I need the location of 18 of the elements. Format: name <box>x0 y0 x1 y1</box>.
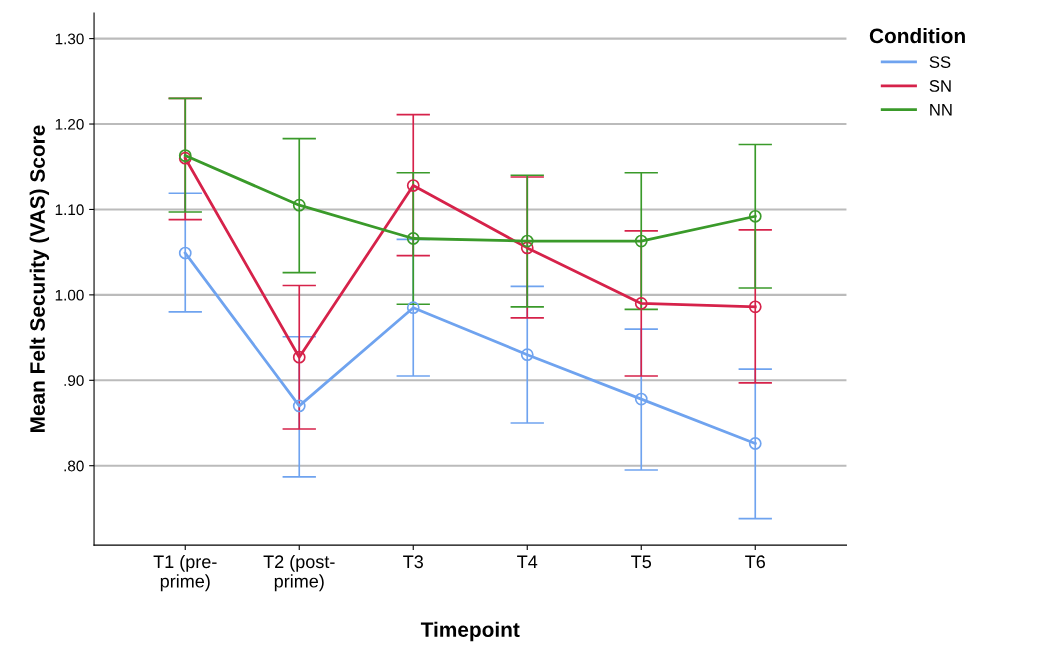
x-tick-label: T5 <box>631 555 652 569</box>
x-axis-title: Timepoint <box>420 621 520 642</box>
x-tick-label: T2 (post-prime) <box>263 554 335 592</box>
y-tick-label: .80 <box>64 460 84 472</box>
legend-label: SN <box>929 80 951 92</box>
x-tick-label: T1 (pre-prime) <box>153 554 217 592</box>
y-tick-label: 1.20 <box>55 118 84 130</box>
y-tick-label: 1.00 <box>55 289 84 301</box>
legend-title: Condition <box>869 27 965 44</box>
x-tick-label: T4 <box>517 555 538 568</box>
y-tick-label: 1.10 <box>55 204 84 216</box>
y-axis-title: Mean Felt Security (VAS) Score <box>29 125 50 433</box>
legend-label: NN <box>930 104 952 116</box>
x-tick-label: T3 <box>403 555 423 569</box>
y-tick-label: .90 <box>64 375 84 386</box>
x-tick-label: T6 <box>745 555 765 569</box>
y-tick-label: 1.30 <box>55 33 84 45</box>
legend-label: SS <box>929 56 951 68</box>
